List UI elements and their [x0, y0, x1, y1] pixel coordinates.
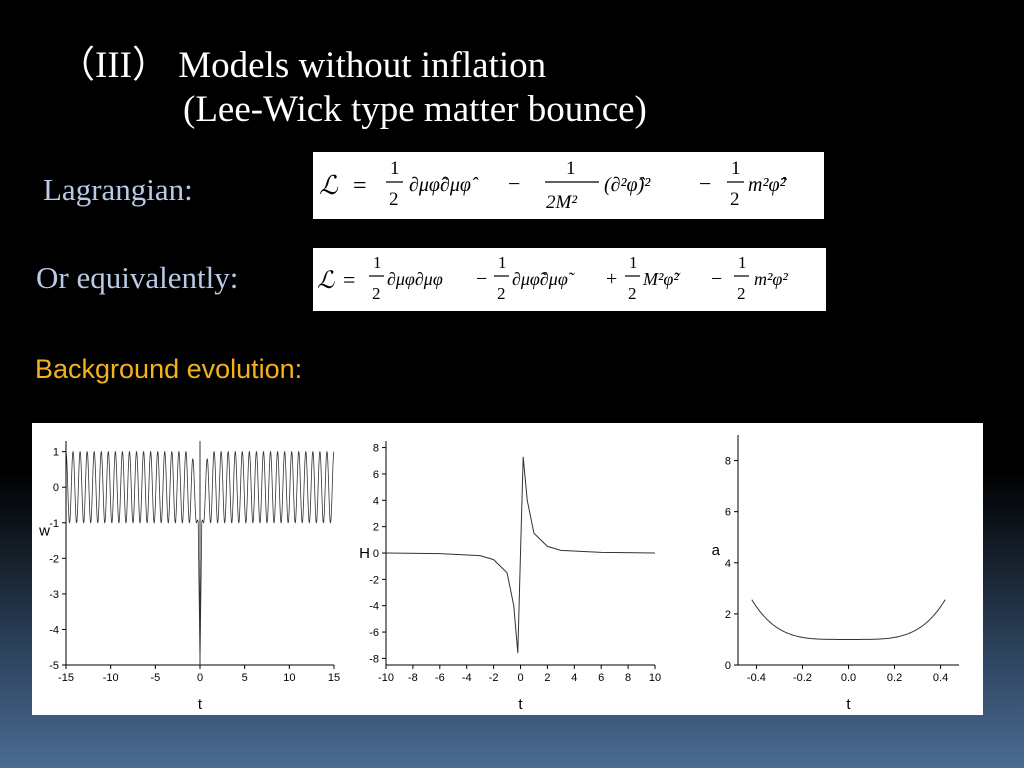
eq2-lhs: ℒ — [317, 268, 335, 294]
y-tick-label: -4 — [49, 624, 59, 636]
eq2-op-1: − — [476, 268, 487, 290]
x-tick-label: 0 — [197, 672, 203, 684]
x-tick-label: 5 — [242, 672, 248, 684]
y-tick-label: 8 — [373, 443, 379, 455]
chart-H-vs-t: -10 -8 -6 -4 -2 0 2 4 6 8 10 8 6 4 2 0 -2 -4 -6 -8 t H — [359, 441, 661, 713]
x-tick-label: -2 — [489, 672, 499, 684]
x-tick-label: -10 — [103, 672, 119, 684]
y-tick-label: -8 — [369, 653, 379, 665]
y-tick-label: -3 — [49, 589, 59, 601]
y-tick-label: -6 — [369, 627, 379, 639]
eq1-equals: = — [353, 173, 367, 199]
eq1-t2-num: 1 — [566, 158, 576, 179]
eq1-minus-1: − — [508, 171, 520, 196]
eq2-t4-body: m²φ² — [754, 269, 788, 289]
background-evolution-plots: -15 -10 -5 0 5 10 15 1 0 -1 -2 -3 -4 -5 t w -10 -8 -6 -4 -2 0… — [32, 423, 983, 715]
y-tick-label: -2 — [369, 574, 379, 586]
eq2-op-3: − — [711, 268, 722, 290]
eq1-t1-num: 1 — [390, 158, 400, 179]
y-tick-label: 8 — [725, 456, 731, 468]
eq2-t4-num: 1 — [738, 253, 747, 272]
eq1-t3-num: 1 — [731, 158, 741, 179]
x-tick-label: 0.2 — [887, 672, 902, 684]
lagrangian-label: Lagrangian: — [43, 172, 193, 207]
series-line-a — [751, 599, 946, 640]
x-tick-label: 10 — [283, 672, 295, 684]
eq2-t2-den: 2 — [497, 284, 506, 303]
x-tick-label: -0.4 — [747, 672, 766, 684]
eq2-equals: = — [343, 267, 355, 292]
x-tick-label: 15 — [328, 672, 340, 684]
y-axis-label: a — [712, 542, 721, 559]
x-tick-label: 4 — [571, 672, 577, 684]
slide-title: （III） Models without inflation — [58, 45, 547, 86]
y-tick-label: 1 — [53, 447, 59, 459]
lagrangian-equation: ℒ = 1 2 ∂μφ̂∂μφ̂ − 1 2M² (∂²φ̂)² − 1 2 m… — [313, 152, 824, 219]
x-tick-label: 8 — [625, 672, 631, 684]
x-tick-label: -10 — [378, 672, 394, 684]
series-line-H — [385, 456, 656, 654]
eq2-t3-num: 1 — [629, 253, 638, 272]
x-tick-label: -8 — [408, 672, 418, 684]
eq1-t2-body: (∂²φ̂)² — [604, 174, 651, 196]
equivalently-label: Or equivalently: — [36, 260, 239, 295]
background-evolution-label: Background evolution: — [35, 354, 303, 384]
eq2-op-2: + — [606, 268, 617, 290]
y-tick-label: 0 — [53, 482, 59, 494]
eq2-t1-den: 2 — [372, 284, 381, 303]
y-axis-label: H — [359, 545, 370, 562]
eq1-t3-den: 2 — [730, 189, 740, 210]
y-tick-label: 4 — [725, 558, 731, 570]
y-tick-label: -1 — [49, 518, 59, 530]
x-tick-label: -15 — [58, 672, 74, 684]
y-axis-label: w — [38, 523, 50, 540]
x-axis-label: t — [198, 696, 203, 713]
y-tick-label: 6 — [725, 507, 731, 519]
eq1-lhs: ℒ — [319, 171, 339, 200]
y-tick-label: -5 — [49, 660, 59, 672]
eq2-t4-den: 2 — [737, 284, 746, 303]
x-tick-label: 6 — [598, 672, 604, 684]
eq1-t1-den: 2 — [389, 189, 399, 210]
eq2-t3-den: 2 — [628, 284, 637, 303]
x-tick-label: 10 — [649, 672, 661, 684]
x-tick-label: -6 — [435, 672, 445, 684]
x-tick-label: -0.2 — [793, 672, 812, 684]
y-tick-label: 0 — [725, 660, 731, 672]
y-tick-label: 2 — [373, 522, 379, 534]
eq2-t3-body: M²φ̃² — [642, 269, 681, 289]
x-tick-label: 0.0 — [841, 672, 856, 684]
y-tick-label: 0 — [373, 548, 379, 560]
x-tick-label: -5 — [150, 672, 160, 684]
x-tick-label: -4 — [462, 672, 472, 684]
eq2-t1-body: ∂μφ∂μφ — [387, 269, 443, 289]
equivalent-lagrangian-equation: ℒ = 1 2 ∂μφ∂μφ − 1 2 ∂μφ̃∂μφ̃ + 1 2 M²φ̃… — [313, 248, 826, 311]
y-tick-label: 2 — [725, 609, 731, 621]
eq1-t1-body: ∂μφ̂∂μφ̂ — [409, 174, 479, 196]
eq2-t2-body: ∂μφ̃∂μφ̃ — [512, 269, 576, 289]
chart-a-vs-t: -0.4 -0.2 0.0 0.2 0.4 8 6 4 2 0 t a — [712, 435, 959, 713]
eq1-t3-body: m²φ̂² — [748, 174, 788, 196]
eq1-minus-2: − — [699, 171, 711, 196]
y-tick-label: 4 — [373, 495, 379, 507]
slide-subtitle: (Lee-Wick type matter bounce) — [183, 89, 647, 130]
eq2-t2-num: 1 — [498, 253, 507, 272]
y-tick-label: 6 — [373, 469, 379, 481]
x-tick-label: 0.4 — [933, 672, 948, 684]
x-tick-label: 2 — [544, 672, 550, 684]
y-tick-label: -4 — [369, 601, 379, 613]
x-axis-label: t — [846, 696, 851, 713]
x-axis-label: t — [518, 696, 523, 713]
eq2-t1-num: 1 — [373, 253, 382, 272]
x-tick-label: 0 — [517, 672, 523, 684]
y-tick-label: -2 — [49, 553, 59, 565]
eq1-t2-den: 2M² — [546, 192, 577, 213]
